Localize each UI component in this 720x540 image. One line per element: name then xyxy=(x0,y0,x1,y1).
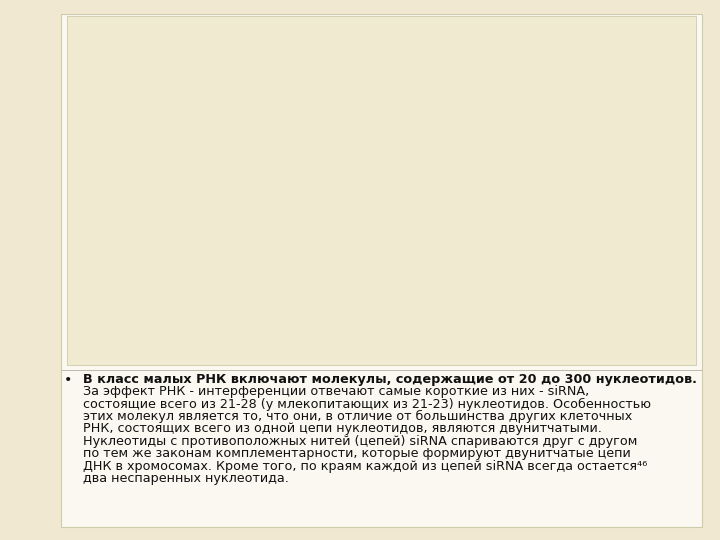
Text: состоящие всего из 21-28 (у млекопитающих из 21-23) нуклеотидов. Особенностью: состоящие всего из 21-28 (у млекопитающи… xyxy=(83,397,651,410)
Bar xyxy=(67,16,696,364)
Text: этих молекул является то, что они, в отличие от большинства других клеточных: этих молекул является то, что они, в отл… xyxy=(83,410,632,423)
Text: За эффект РНК - интерференции отвечают самые короткие из них - siRNA,: За эффект РНК - интерференции отвечают с… xyxy=(83,385,589,398)
Text: два неспаренных нуклеотида.: два неспаренных нуклеотида. xyxy=(83,472,289,485)
Text: РНК, состоящих всего из одной цепи нуклеотидов, являются двунитчатыми.: РНК, состоящих всего из одной цепи нукле… xyxy=(83,422,602,435)
Text: •: • xyxy=(64,373,73,387)
Bar xyxy=(61,14,702,526)
Text: ДНК в хромосомах. Кроме того, по краям каждой из цепей siRNA всегда остается⁴⁶: ДНК в хромосомах. Кроме того, по краям к… xyxy=(83,460,647,472)
Text: по тем же законам комплементарности, которые формируют двунитчатые цепи: по тем же законам комплементарности, кот… xyxy=(83,447,631,460)
Text: Нуклеотиды с противоположных нитей (цепей) siRNA спариваются друг с другом: Нуклеотиды с противоположных нитей (цепе… xyxy=(83,435,637,448)
Text: В класс малых РНК включают молекулы, содержащие от 20 до 300 нуклеотидов.: В класс малых РНК включают молекулы, сод… xyxy=(83,373,697,386)
